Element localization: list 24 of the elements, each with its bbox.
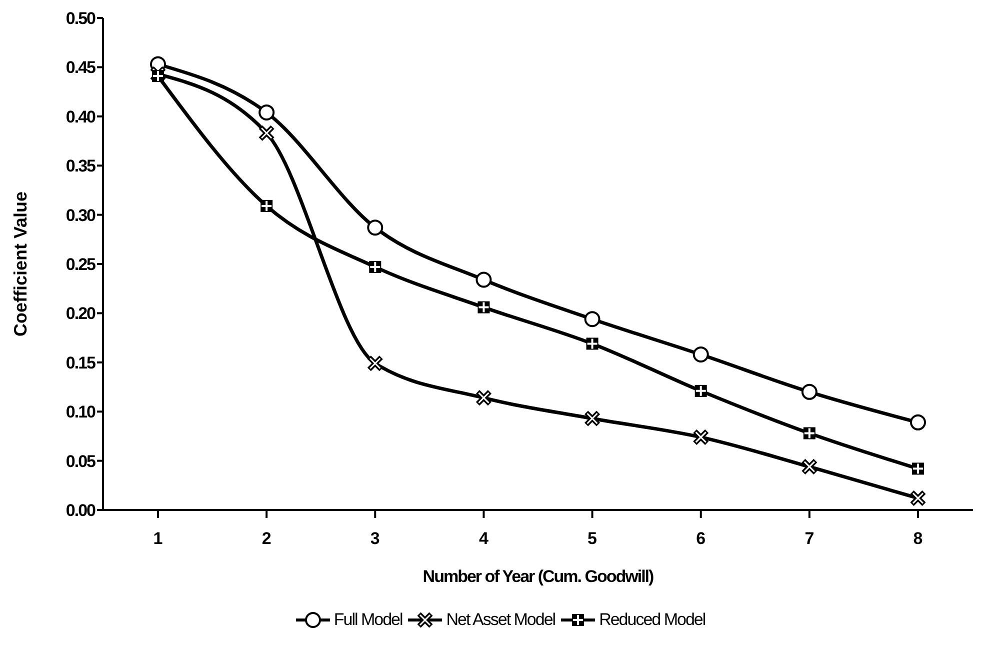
y-tick-label: 0.50 — [66, 9, 96, 28]
y-tick-label: 0.35 — [66, 156, 96, 176]
y-tick-label: 0.10 — [66, 402, 96, 422]
y-tick-label: 0.20 — [66, 304, 96, 324]
x-tick-label: 6 — [696, 529, 706, 548]
legend-label: Full Model — [332, 610, 402, 630]
y-tick-label: 0.15 — [66, 353, 96, 372]
legend-label: Reduced Model — [598, 610, 706, 630]
y-tick-label: 0.45 — [66, 58, 96, 78]
x-tick-label: 1 — [153, 529, 163, 548]
x-tick-label: 2 — [262, 529, 272, 548]
x-tick-label: 4 — [478, 529, 489, 548]
y-axis-title: Coefficient Value — [10, 191, 30, 337]
y-tick-label: 0.05 — [66, 452, 96, 471]
y-tick-label: 0.25 — [66, 255, 96, 274]
x-tick-label: 3 — [370, 529, 380, 548]
y-tick-label: 0.30 — [66, 206, 96, 225]
x-axis-title: Number of Year (Cum. Goodwill) — [422, 567, 654, 586]
y-tick-label: 0.00 — [66, 501, 96, 520]
x-tick-label: 5 — [588, 529, 598, 548]
x-tick-label: 8 — [913, 529, 923, 548]
y-tick-label: 0.40 — [66, 107, 96, 126]
legend-label: Net Asset Model — [445, 610, 556, 630]
x-tick-label: 7 — [804, 529, 814, 548]
